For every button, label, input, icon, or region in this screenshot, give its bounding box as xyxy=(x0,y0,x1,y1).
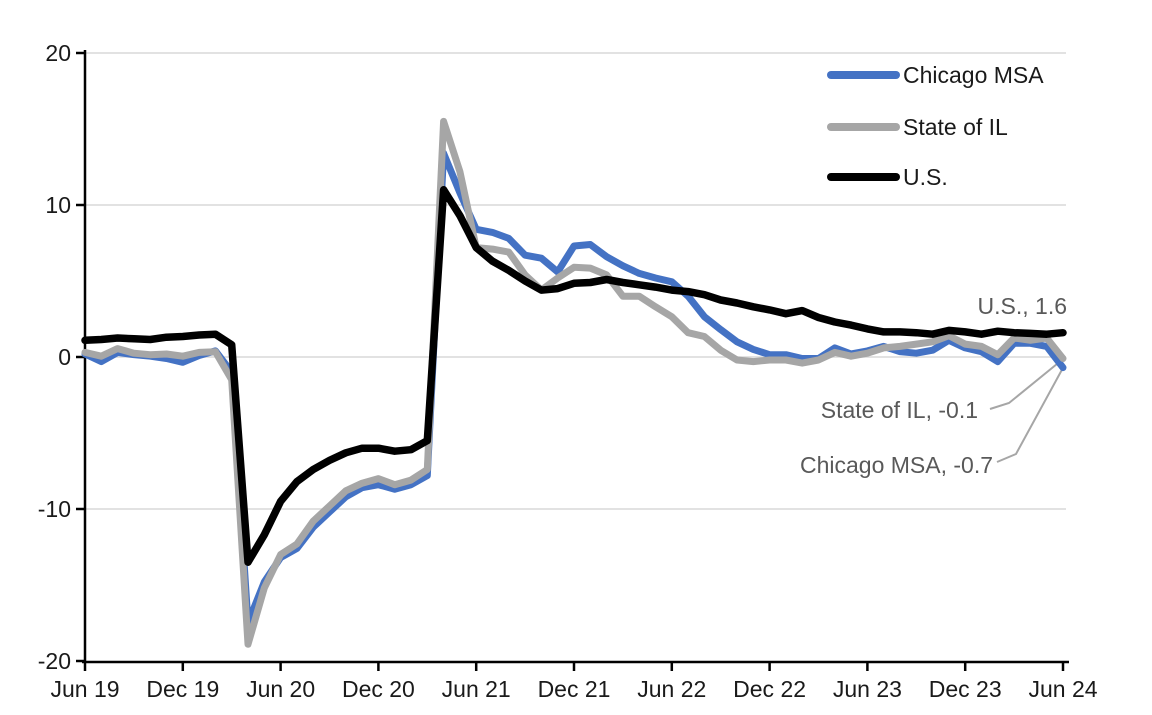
svg-text:Jun 22: Jun 22 xyxy=(637,676,706,702)
us-line-swatch-icon xyxy=(827,173,900,181)
svg-text:Jun 20: Jun 20 xyxy=(246,676,315,702)
svg-text:Jun 21: Jun 21 xyxy=(442,676,511,702)
legend-label-state-of-il: State of IL xyxy=(903,114,1008,140)
svg-text:Jun 19: Jun 19 xyxy=(50,676,119,702)
legend-label-chicago-msa: Chicago MSA xyxy=(903,62,1044,88)
legend-item-state-of-il: State of IL xyxy=(827,114,1008,140)
svg-text:Dec 21: Dec 21 xyxy=(538,676,611,702)
annotation-chicago-msa-value: Chicago MSA, -0.7 xyxy=(799,452,993,478)
legend-item-us: U.S. xyxy=(827,164,948,190)
chicago-msa-line-swatch-icon xyxy=(827,71,900,79)
svg-text:-10: -10 xyxy=(38,496,71,522)
svg-text:Jun 23: Jun 23 xyxy=(833,676,902,702)
annotation-us-value: U.S., 1.6 xyxy=(977,293,1067,319)
annotation-state-of-il-value: State of IL, -0.1 xyxy=(820,397,978,423)
state-of-il-line-swatch-icon xyxy=(827,123,900,131)
legend-item-chicago-msa: Chicago MSA xyxy=(827,62,1044,88)
svg-text:20: 20 xyxy=(45,40,71,66)
svg-text:-20: -20 xyxy=(38,648,71,674)
svg-text:Dec 19: Dec 19 xyxy=(146,676,219,702)
svg-text:Dec 23: Dec 23 xyxy=(929,676,1002,702)
svg-text:Dec 22: Dec 22 xyxy=(733,676,806,702)
svg-text:10: 10 xyxy=(45,192,71,218)
legend-label-us: U.S. xyxy=(903,164,948,190)
svg-text:Jun 24: Jun 24 xyxy=(1028,676,1097,702)
svg-text:0: 0 xyxy=(58,344,71,370)
svg-text:Dec 20: Dec 20 xyxy=(342,676,415,702)
